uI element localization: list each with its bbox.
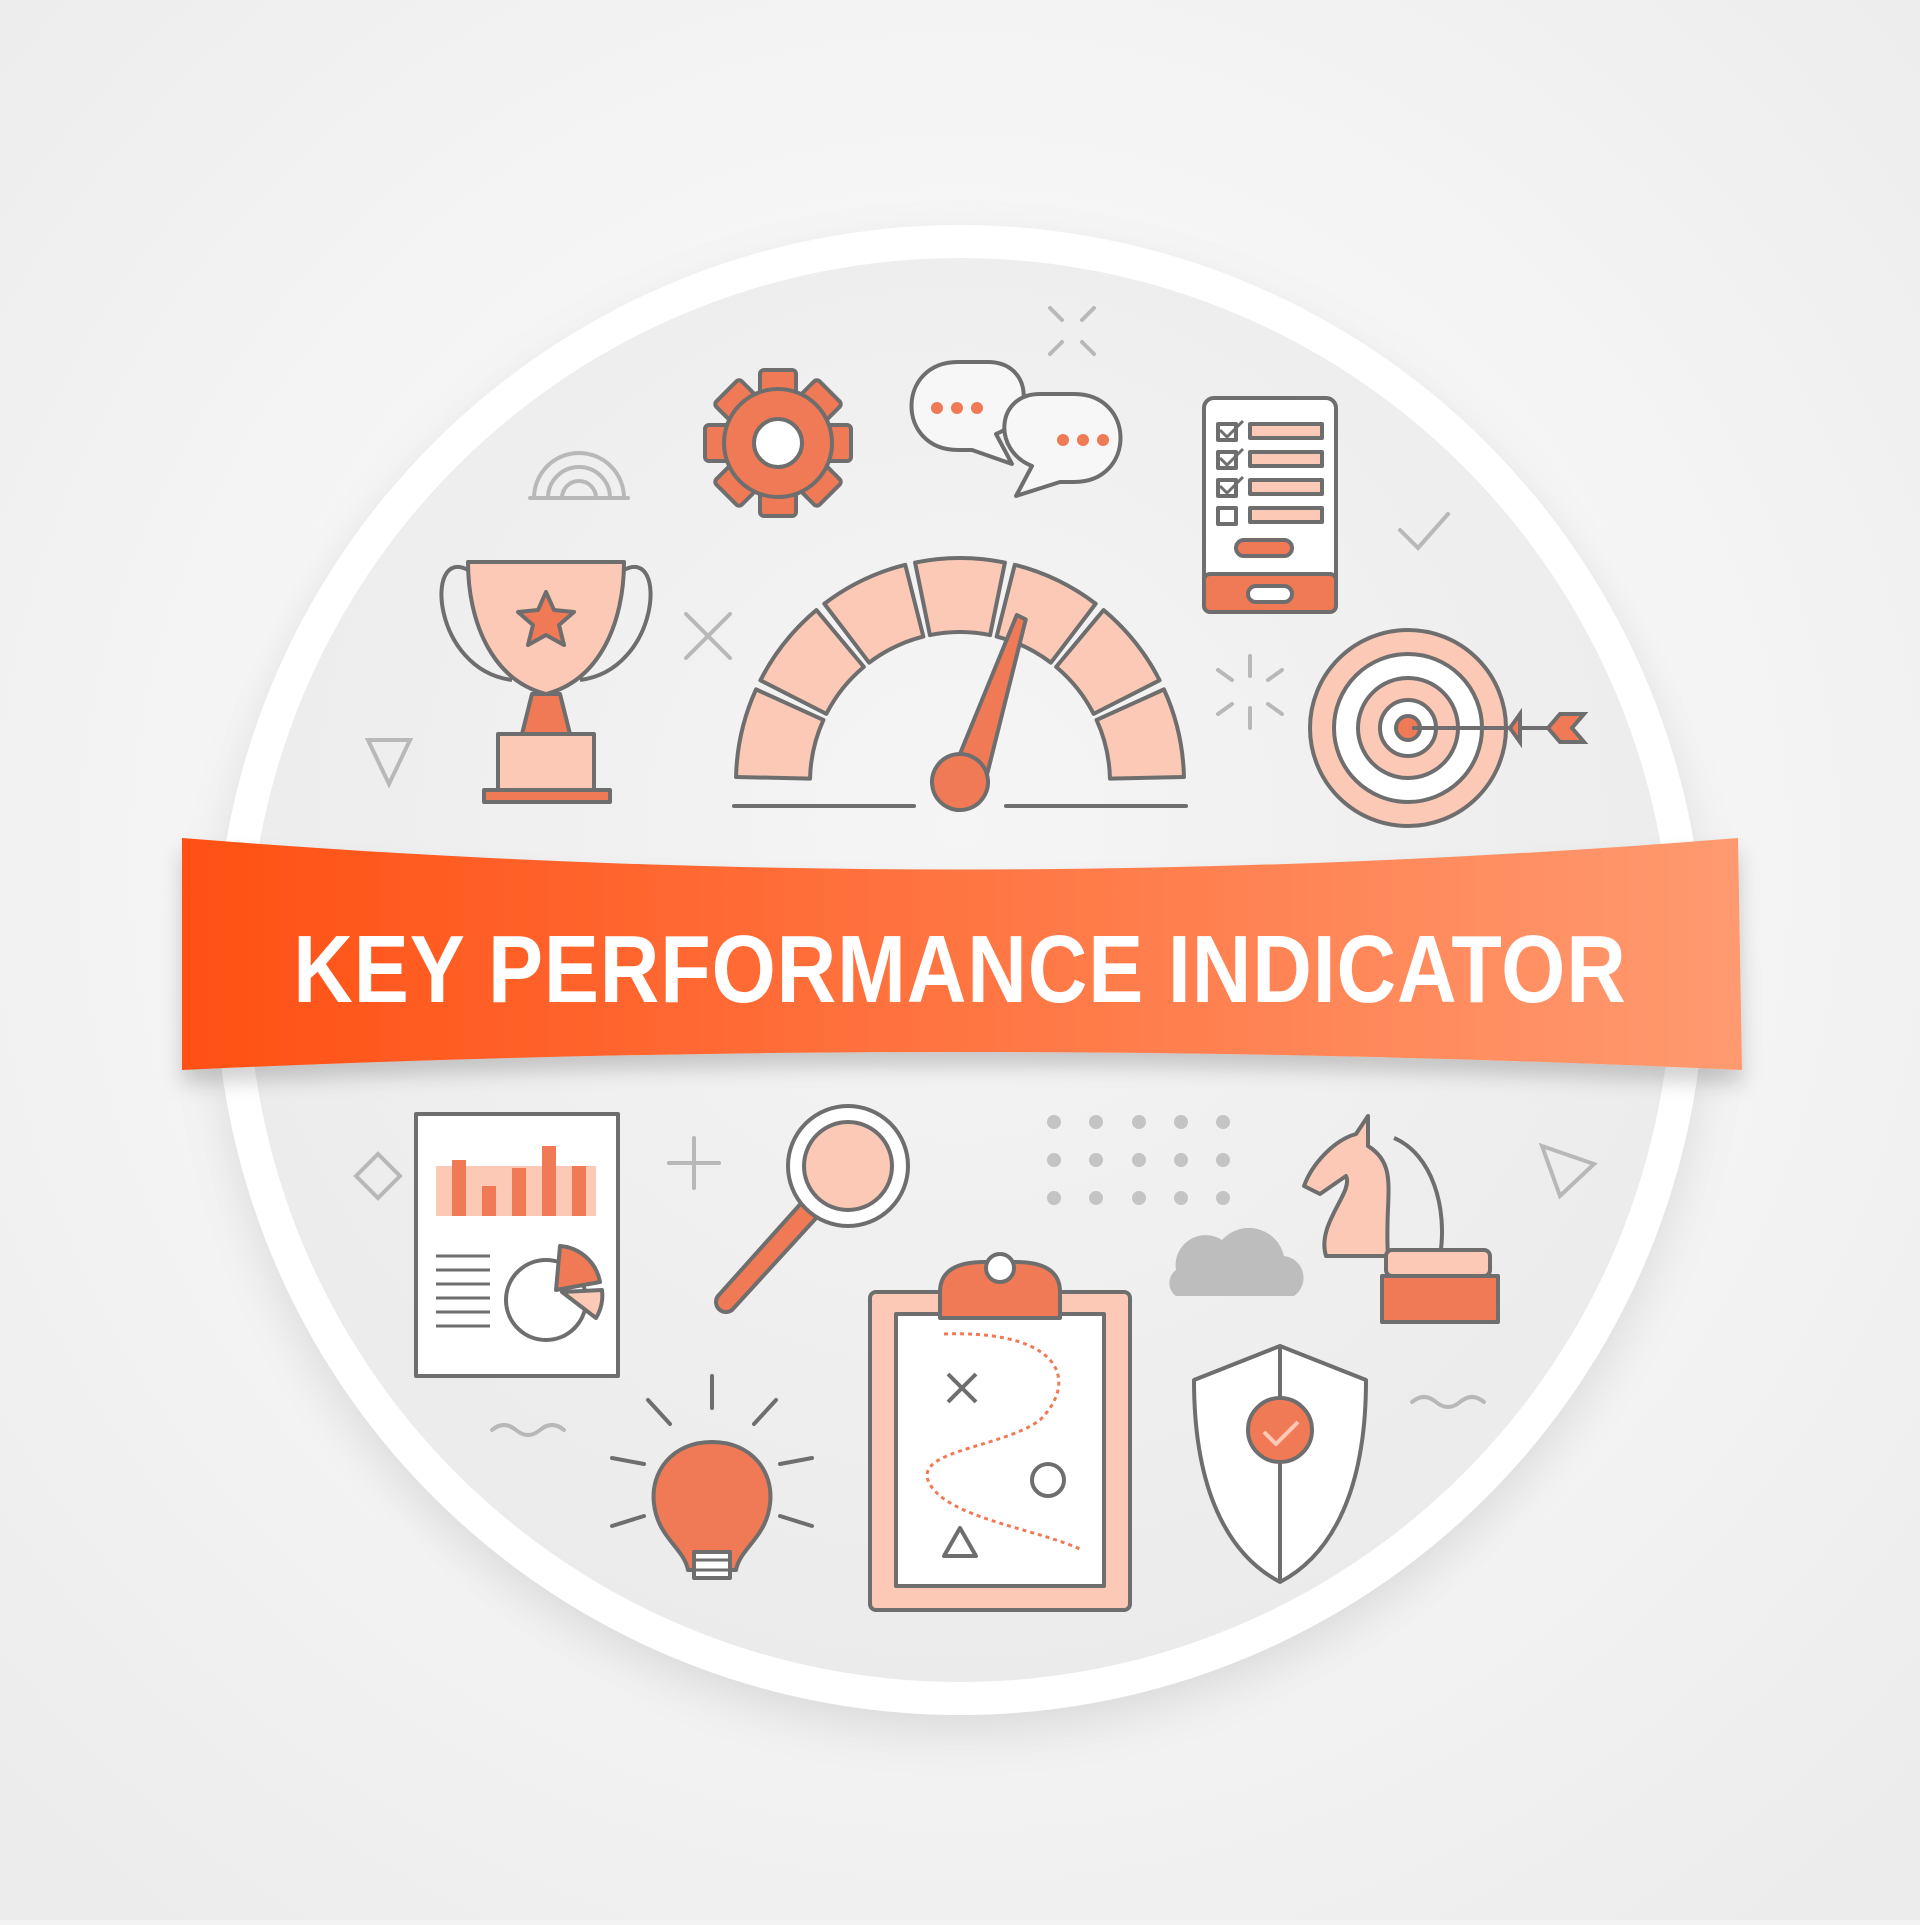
triangle-icon xyxy=(1538,1142,1598,1200)
decorations xyxy=(353,306,1598,1437)
plus-icon xyxy=(667,1136,721,1190)
chess-knight-icon xyxy=(1302,1114,1500,1324)
gear-icon xyxy=(703,368,853,518)
title-banner xyxy=(182,838,1742,1070)
shield-check-icon xyxy=(1192,1344,1368,1584)
diamond-icon xyxy=(353,1151,403,1201)
gauge-segment xyxy=(913,556,1007,638)
gauge-segment xyxy=(734,687,826,781)
page-title: KEY PERFORMANCE INDICATOR xyxy=(293,916,1627,1023)
rainbow-icon xyxy=(528,451,630,500)
cross-icon xyxy=(684,612,732,660)
gauge-segment xyxy=(1054,608,1162,716)
triangle-icon xyxy=(364,738,414,789)
wave-icon xyxy=(1410,1395,1486,1409)
checkmark-icon xyxy=(1398,512,1450,551)
sparkle-icon xyxy=(1216,654,1284,730)
target-arrow-icon xyxy=(1308,628,1589,828)
gauge-needle xyxy=(930,613,1028,812)
strategy-clipboard-icon xyxy=(868,1252,1132,1612)
magnifier-icon xyxy=(714,1104,910,1314)
checklist-phone-icon xyxy=(1202,396,1338,614)
gauge-segment xyxy=(822,562,926,665)
dot-grid xyxy=(1047,1115,1230,1205)
chat-dots xyxy=(931,402,1109,446)
speedometer-gauge-icon xyxy=(732,556,1188,812)
lightbulb-icon xyxy=(610,1374,814,1580)
wave-icon xyxy=(490,1423,566,1437)
report-chart-icon xyxy=(414,1112,620,1378)
trophy-icon xyxy=(439,560,653,804)
gauge-segment xyxy=(1094,687,1186,781)
sparkle-icon xyxy=(1048,306,1096,356)
gauge-segment xyxy=(758,608,866,716)
cloud-icon xyxy=(1169,1227,1304,1296)
